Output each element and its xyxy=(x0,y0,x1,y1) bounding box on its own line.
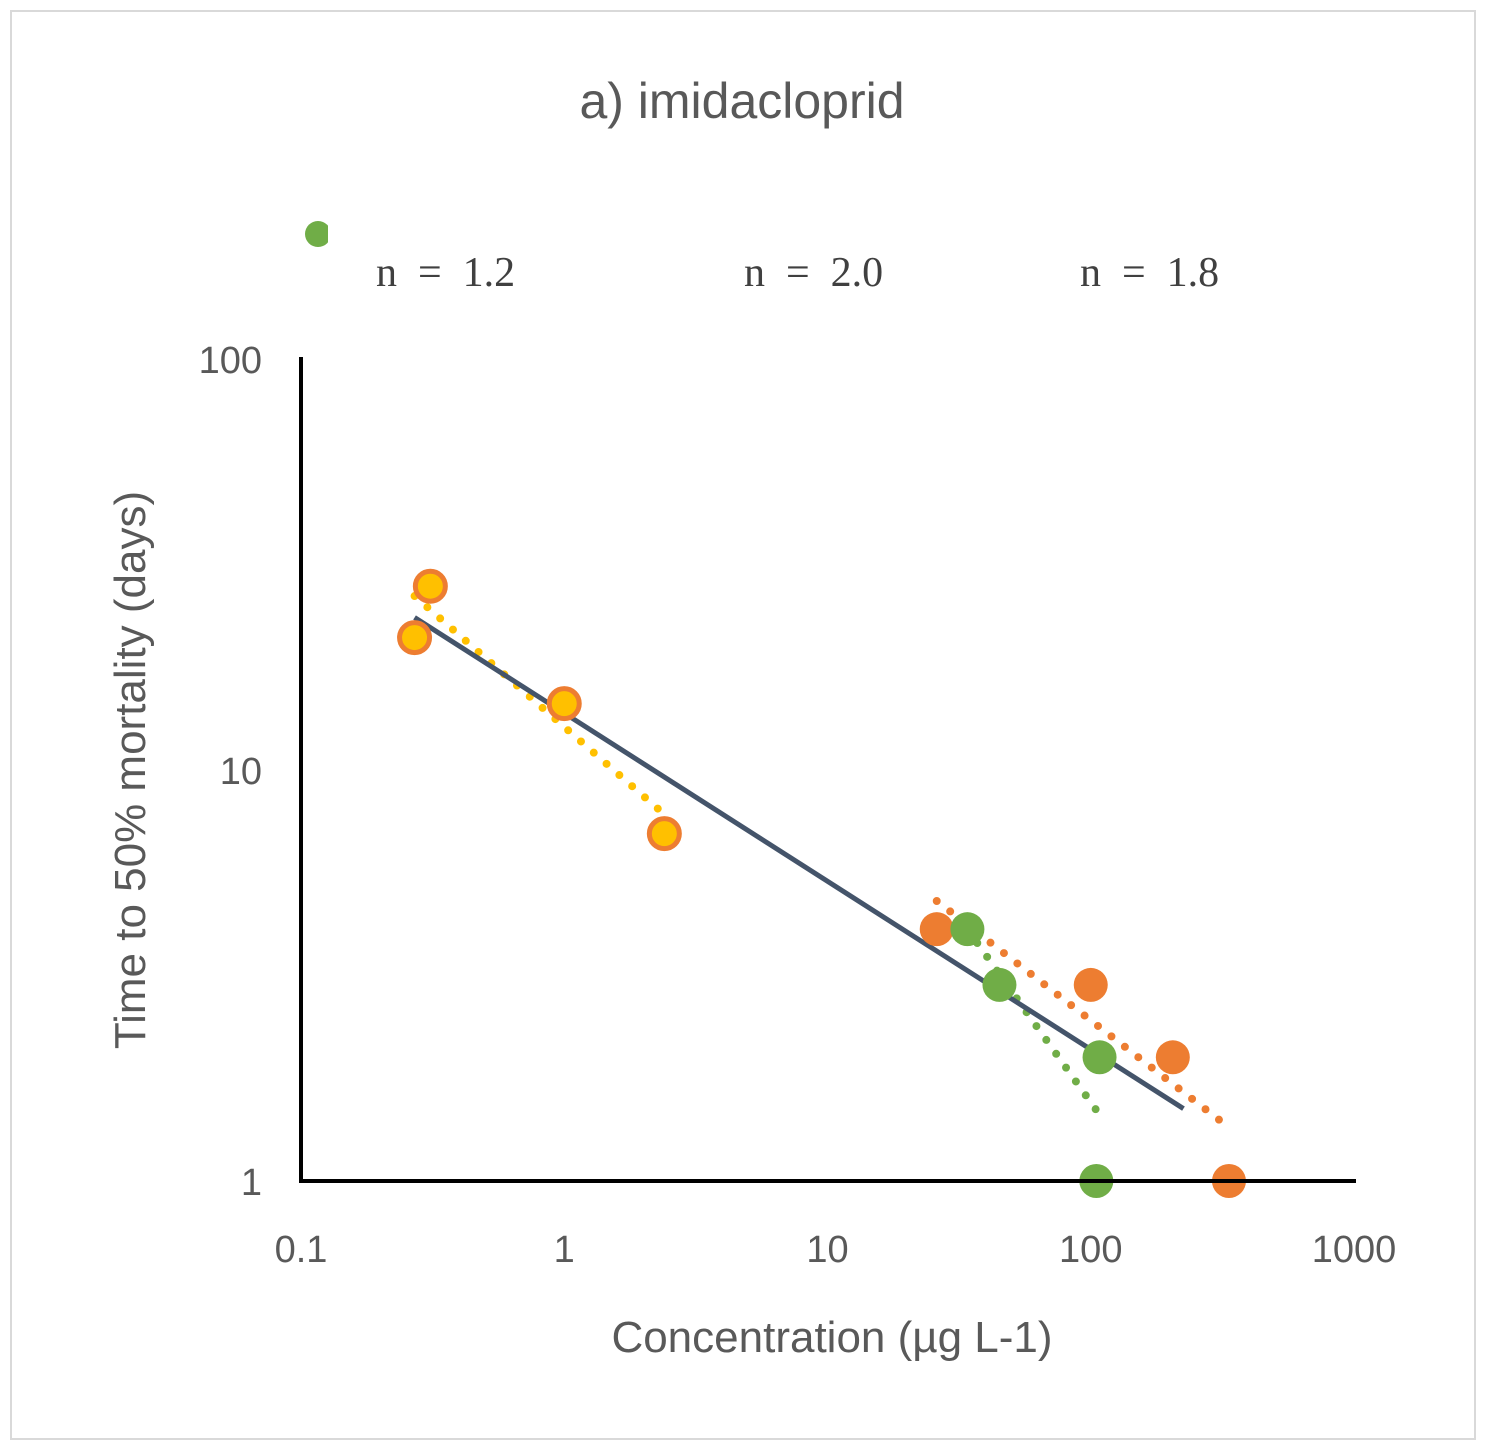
chart-frame xyxy=(10,10,1476,1440)
chart-title: a) imidacloprid xyxy=(579,73,904,129)
trendline-yellow xyxy=(410,592,669,819)
data-point-orange xyxy=(1073,967,1108,1002)
data-point-green xyxy=(982,967,1017,1002)
x-tick-label: 10 xyxy=(806,1229,848,1271)
data-point-yellow xyxy=(412,568,448,604)
overall-fit-line xyxy=(413,615,1185,1111)
data-point-green xyxy=(1082,1040,1117,1075)
y-axis-label: Time to 50% mortality (days) xyxy=(106,491,155,1049)
data-point-yellow xyxy=(646,816,682,852)
legend-marker-mask xyxy=(328,218,348,252)
trendline-green xyxy=(963,925,1104,1119)
y-tick-label: 1 xyxy=(241,1162,262,1204)
x-axis-label: Concentration (µg L-1) xyxy=(611,1313,1052,1362)
trendline-orange xyxy=(932,897,1233,1132)
x-tick-label: 100 xyxy=(1059,1229,1122,1271)
y-tick-label: 100 xyxy=(199,340,262,382)
y-tick-label: 10 xyxy=(220,751,262,793)
x-tick-label: 0.1 xyxy=(275,1229,328,1271)
data-point-green xyxy=(950,912,985,947)
data-point-orange xyxy=(919,912,954,947)
data-point-yellow xyxy=(397,620,433,656)
annotation-n-2: n = 2.0 xyxy=(744,250,883,296)
x-tick-label: 1000 xyxy=(1312,1229,1397,1271)
annotation-n-1: n = 1.2 xyxy=(376,250,515,296)
legend-marker xyxy=(305,221,331,247)
annotation-n-3: n = 1.8 xyxy=(1080,250,1219,296)
data-point-yellow xyxy=(546,686,582,722)
x-tick-label: 1 xyxy=(554,1229,575,1271)
data-point-orange xyxy=(1155,1040,1190,1075)
